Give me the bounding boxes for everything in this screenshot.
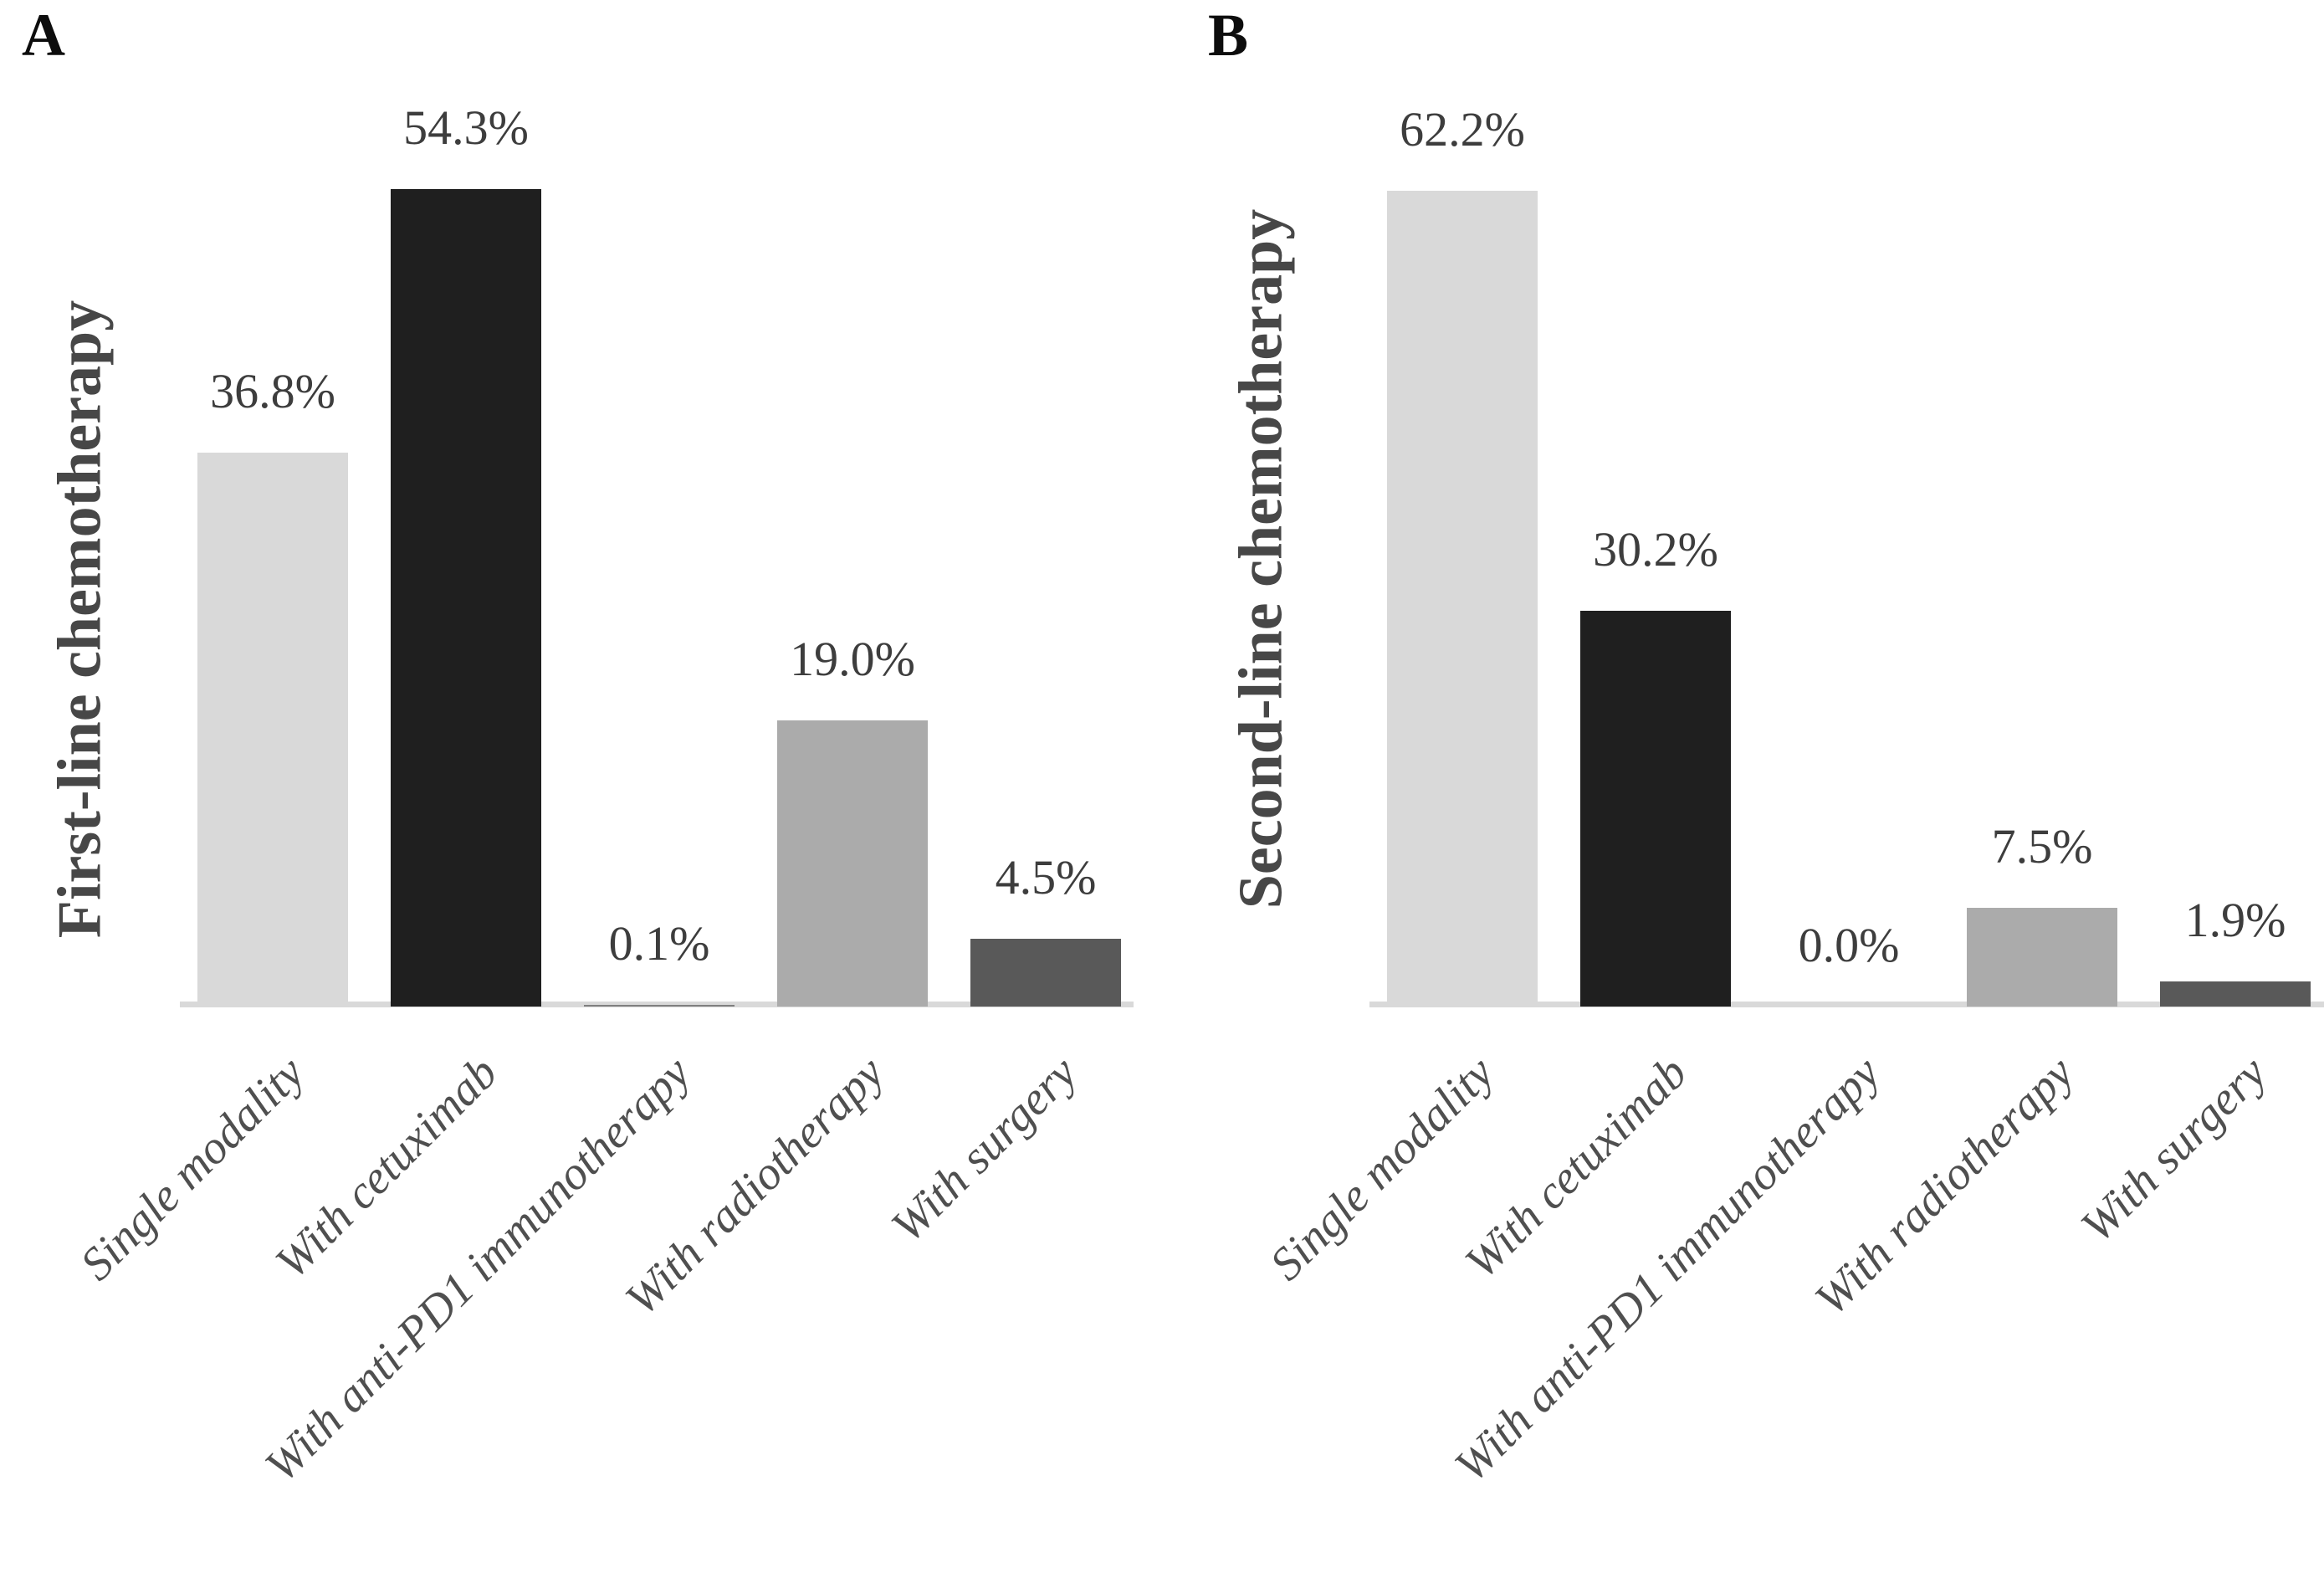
bar-value-label-with-radiotherapy: 7.5% bbox=[1991, 819, 2093, 874]
bar-with-cetuximab bbox=[1580, 611, 1731, 1007]
bar-value-label-with-cetuximab: 30.2% bbox=[1593, 522, 1718, 576]
bar-with-cetuximab bbox=[391, 189, 541, 1007]
bar-value-label-with-surgery: 1.9% bbox=[2184, 893, 2286, 947]
bar-value-label-with-anti-pd1-immunotherapy: 0.1% bbox=[608, 916, 710, 971]
bar-with-surgery bbox=[970, 939, 1121, 1007]
bar-value-label-single-modality: 62.2% bbox=[1400, 102, 1525, 156]
x-axis-label-with-surgery: With surgery bbox=[2071, 1047, 2277, 1253]
bar-with-radiotherapy bbox=[777, 720, 928, 1007]
bar-with-surgery bbox=[2160, 981, 2311, 1007]
bar-with-radiotherapy bbox=[1967, 908, 2117, 1007]
bar-value-label-single-modality: 36.8% bbox=[210, 364, 335, 418]
bar-value-label-with-cetuximab: 54.3% bbox=[403, 100, 529, 155]
panel-label-a: A bbox=[22, 2, 65, 69]
x-axis-line bbox=[180, 1002, 1134, 1007]
bar-value-label-with-anti-pd1-immunotherapy: 0.0% bbox=[1798, 918, 1900, 972]
bar-with-anti-pd1-immunotherapy bbox=[584, 1005, 735, 1007]
x-axis-label-with-surgery: With surgery bbox=[881, 1047, 1088, 1253]
bar-single-modality bbox=[197, 453, 348, 1007]
y-axis-title-second-line: Second-line chemotherapy bbox=[1226, 208, 1296, 909]
bar-single-modality bbox=[1387, 191, 1538, 1007]
bar-value-label-with-radiotherapy: 19.0% bbox=[790, 632, 915, 686]
x-axis-line bbox=[1369, 1002, 2324, 1007]
bar-value-label-with-surgery: 4.5% bbox=[995, 850, 1097, 904]
panel-label-b: B bbox=[1208, 2, 1249, 69]
